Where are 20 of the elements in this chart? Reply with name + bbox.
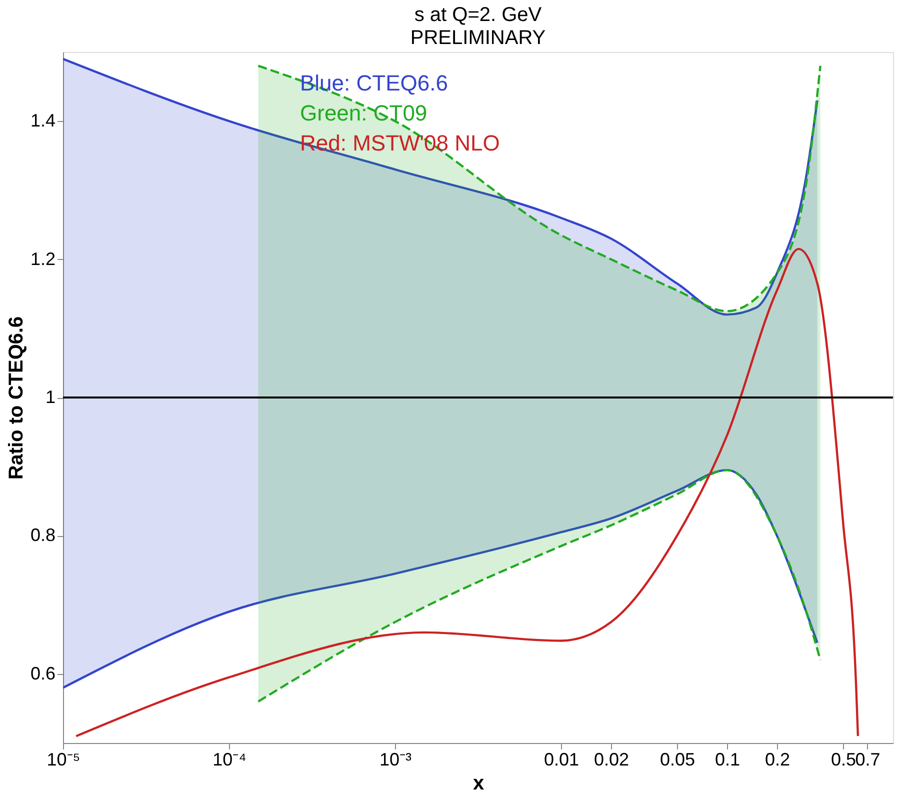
x-tick-label: 0.02 [594,750,629,770]
x-tick-label: 0.5 [831,750,856,770]
x-tick-label: 10⁻⁴ [212,750,246,770]
x-tick-label: 10⁻³ [379,750,412,770]
x-tick-label: 10⁻⁵ [46,750,80,770]
x-tick-label: 0.2 [764,750,790,770]
y-tick-label: 0.6 [30,663,56,684]
x-axis-title: x [472,772,484,794]
chart-subtitle: PRELIMINARY [410,27,546,49]
x-tick-label: 0.1 [714,750,740,770]
legend-label: Green: CT09 [300,100,428,126]
y-tick-label: 1 [45,387,56,407]
y-tick-label: 1.4 [30,110,56,131]
y-axis-title: Ratio to CTEQ6.6 [5,316,28,480]
y-tick-label: 0.8 [30,525,56,546]
x-tick-label: 0.01 [544,750,580,770]
x-tick-label: 0.05 [660,750,696,770]
x-tick-label: 0.7 [855,750,880,770]
chart-title: s at Q=2. GeV [414,4,542,26]
y-tick-label: 1.2 [30,248,56,269]
